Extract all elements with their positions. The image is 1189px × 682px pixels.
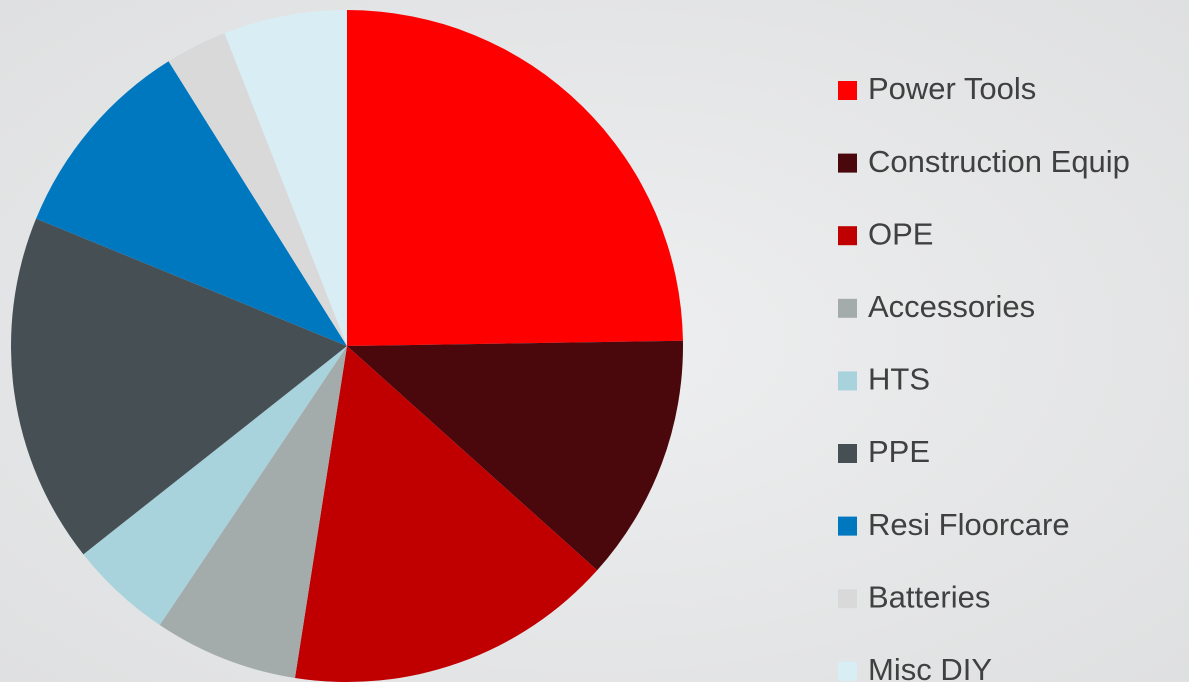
legend-swatch xyxy=(838,226,857,246)
legend-swatch xyxy=(838,81,857,100)
legend-label: Power Tools xyxy=(868,71,1036,106)
legend-label: Misc DIY xyxy=(868,652,992,682)
pie-slice xyxy=(10,218,348,555)
legend-label: Construction Equip xyxy=(868,144,1130,179)
legend-swatch xyxy=(838,371,857,391)
legend-swatch xyxy=(838,298,857,318)
legend-swatch xyxy=(838,153,857,173)
legend-label: HTS xyxy=(868,362,930,397)
pie-slice xyxy=(159,346,347,678)
pie xyxy=(10,10,683,682)
legend-label: Accessories xyxy=(868,289,1035,324)
pie-slice xyxy=(347,340,683,571)
legend-swatch xyxy=(838,444,857,463)
legend-swatch xyxy=(838,661,857,681)
pie-slice xyxy=(294,346,598,682)
pie-slice xyxy=(83,346,347,626)
legend-swatch xyxy=(838,589,857,609)
legend-swatch xyxy=(838,516,857,536)
pie-slice xyxy=(224,10,347,346)
legend-label: OPE xyxy=(868,216,933,251)
legend-label: Resi Floorcare xyxy=(868,507,1070,542)
legend-label: Batteries xyxy=(868,579,990,614)
pie-slice xyxy=(168,33,347,347)
legend-label: PPE xyxy=(868,434,930,469)
legend: Power Tools Construction Equip OPE Accessor… xyxy=(838,71,1130,682)
pie-slice xyxy=(347,10,683,346)
pie-slice xyxy=(36,61,347,347)
